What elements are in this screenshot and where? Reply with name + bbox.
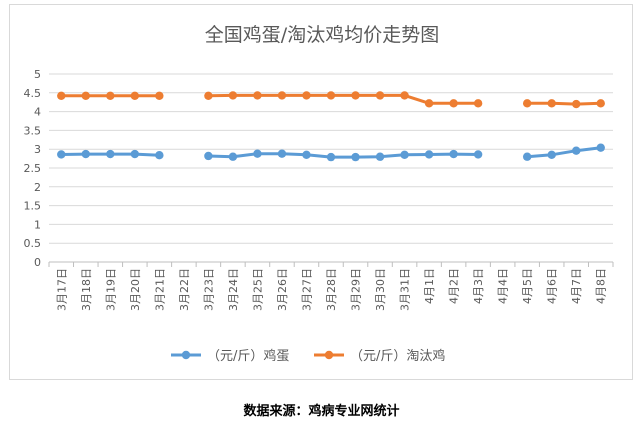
line-chart: 全国鸡蛋/淘汰鸡均价走势图 0 0.5 1 1.5 2 2.5 3 3.5 4 4.5 5 3月17…: [24, 24, 614, 364]
data-point: [572, 99, 581, 109]
legend-entry: （元/斤）淘汰鸡: [314, 348, 445, 364]
legend-entry: （元/斤）鸡蛋: [171, 348, 289, 364]
data-point: [326, 91, 336, 100]
data-point: [130, 91, 140, 101]
data-point: [400, 150, 409, 160]
x-axis: 3月17日 3月18日 3月19日 3月20日 3月21日 3月22日 3月23日 3月24日…: [48, 261, 614, 311]
x-tick-label: 3月20日: [129, 268, 142, 311]
data-point: [596, 99, 605, 108]
data-point: [302, 150, 311, 160]
x-tick-label: 4月2日: [448, 268, 461, 304]
data-point: [106, 149, 115, 159]
series-0: [57, 143, 605, 162]
x-tick-label: 3月18日: [80, 268, 93, 311]
data-point: [375, 152, 385, 161]
x-tick-label: 3月24日: [227, 268, 240, 311]
data-point: [473, 150, 483, 159]
data-point: [375, 91, 385, 100]
x-tick-label: 4月7日: [570, 268, 583, 304]
data-point: [204, 151, 213, 161]
data-point: [473, 99, 483, 108]
data-point: [155, 91, 164, 101]
x-tick-label: 4月1日: [423, 268, 436, 304]
data-point: [228, 91, 238, 100]
data-point: [253, 149, 262, 158]
y-axis: 0 0.5 1 1.5 2 2.5 3 3.5 4 4.5 5: [24, 68, 42, 269]
data-point: [106, 91, 115, 101]
legend: （元/斤）鸡蛋 （元/斤）淘汰鸡: [171, 348, 445, 364]
x-tick-label: 3月22日: [178, 268, 191, 311]
x-tick-label: 4月5日: [521, 268, 534, 304]
chart-title: 全国鸡蛋/淘汰鸡均价走势图: [205, 24, 439, 46]
data-point: [81, 149, 90, 159]
data-point: [204, 91, 213, 101]
data-point: [449, 99, 458, 108]
y-tick-label: 1: [34, 218, 41, 231]
y-tick-label: 1.5: [24, 200, 42, 213]
x-tick-label: 4月8日: [595, 268, 608, 304]
data-point: [351, 91, 360, 100]
x-tick-label: 3月17日: [55, 268, 68, 311]
chart-frame: 全国鸡蛋/淘汰鸡均价走势图 0 0.5 1 1.5 2 2.5 3 3.5 4 4.5 5 3月17…: [9, 4, 633, 380]
x-tick-label: 3月23日: [202, 268, 215, 311]
series-1: [57, 91, 605, 109]
data-point: [57, 91, 66, 101]
data-point: [547, 99, 556, 108]
x-tick-label: 4月4日: [497, 268, 510, 304]
x-tick-label: 3月27日: [300, 268, 313, 311]
x-tick-label: 3月29日: [350, 268, 363, 311]
y-tick-label: 4.5: [24, 87, 42, 100]
y-tick-label: 4: [34, 106, 41, 119]
series-layer: [57, 91, 605, 162]
y-tick-label: 0: [34, 256, 41, 269]
data-point: [547, 150, 556, 160]
data-point: [400, 91, 409, 100]
gridlines: [49, 73, 613, 263]
data-point: [449, 149, 458, 159]
data-point: [277, 91, 287, 100]
data-point: [302, 91, 311, 100]
y-tick-label: 2: [34, 181, 41, 194]
x-tick-label: 3月21日: [153, 268, 166, 311]
x-tick-label: 3月28日: [325, 268, 338, 311]
data-point: [522, 152, 532, 161]
x-tick-label: 3月30日: [374, 268, 387, 311]
x-tick-label: 4月6日: [546, 268, 559, 304]
x-tick-label: 3月26日: [276, 268, 289, 311]
legend-label: （元/斤）鸡蛋: [207, 348, 289, 364]
data-point: [522, 99, 532, 108]
data-point: [277, 149, 287, 158]
data-point: [424, 150, 434, 159]
x-tick-label: 3月19日: [104, 268, 117, 311]
data-point: [130, 149, 140, 159]
data-point: [326, 152, 336, 162]
data-point: [596, 143, 605, 152]
y-tick-label: 3: [34, 143, 41, 156]
y-tick-label: 3.5: [24, 124, 42, 137]
y-tick-label: 2.5: [24, 162, 42, 175]
data-point: [572, 146, 581, 155]
x-tick-label: 3月25日: [251, 268, 264, 311]
legend-label: （元/斤）淘汰鸡: [350, 348, 445, 364]
data-point: [228, 152, 238, 161]
data-point: [351, 152, 360, 162]
data-point: [81, 91, 90, 101]
legend-marker: [324, 350, 334, 360]
data-point: [424, 99, 434, 108]
source-note: 数据来源：鸡病专业网统计: [243, 404, 400, 419]
x-tick-label: 4月3日: [472, 268, 485, 304]
y-tick-label: 5: [34, 68, 41, 81]
data-point: [253, 91, 262, 100]
data-point: [57, 150, 66, 159]
x-tick-label: 3月31日: [399, 268, 412, 311]
y-tick-label: 0.5: [24, 237, 42, 250]
legend-marker: [181, 350, 191, 360]
data-point: [155, 151, 164, 160]
